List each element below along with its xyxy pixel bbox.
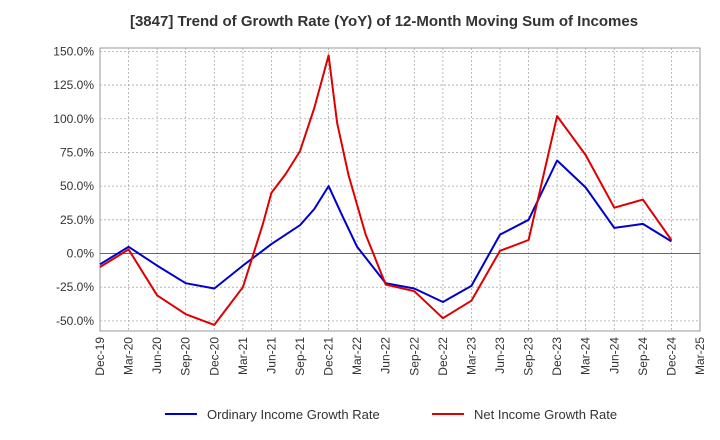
axes: 150.0% 125.0% 100.0% 75.0% 50.0% 25.0% 0.0% -25… <box>53 44 707 375</box>
legend-label: Net Income Growth Rate <box>474 407 617 422</box>
x-tick-label: Dec-23 <box>550 337 564 376</box>
series-line-ordinary-income <box>99 159 672 303</box>
x-tick-label: Sep-20 <box>179 337 193 376</box>
x-tick-label: Mar-21 <box>236 337 250 375</box>
x-tick-label: Mar-25 <box>693 337 707 375</box>
y-tick-label: 75.0% <box>60 145 94 159</box>
y-tick-label: -50.0% <box>56 314 94 328</box>
y-tick-label: 125.0% <box>53 78 94 92</box>
y-tick-label: 25.0% <box>60 213 94 227</box>
y-tick-label: 150.0% <box>53 44 94 58</box>
x-tick-label: Dec-22 <box>436 337 450 376</box>
x-tick-label: Dec-21 <box>322 337 336 376</box>
y-tick-label: 100.0% <box>53 112 94 126</box>
x-tick-label: Sep-24 <box>636 337 650 376</box>
series-line-net-income <box>99 54 673 326</box>
y-tick-label: 0.0% <box>67 247 95 261</box>
y-tick-label: -25.0% <box>56 280 94 294</box>
x-tick-label: Sep-23 <box>522 337 536 376</box>
x-tick-label: Jun-23 <box>493 337 507 374</box>
chart-title: [3847] Trend of Growth Rate (YoY) of 12-… <box>130 13 638 30</box>
x-tick-label: Dec-19 <box>93 337 107 376</box>
x-tick-label: Mar-24 <box>579 337 593 375</box>
x-tick-label: Mar-23 <box>464 337 478 375</box>
x-tick-label: Jun-21 <box>264 337 278 374</box>
x-tick-label: Dec-20 <box>207 337 221 376</box>
x-tick-label: Jun-20 <box>150 337 164 374</box>
y-tick-label: 50.0% <box>60 179 94 193</box>
plot-area <box>99 47 701 332</box>
x-tick-label: Jun-22 <box>379 337 393 374</box>
x-tick-label: Jun-24 <box>607 337 621 374</box>
grid <box>99 47 701 332</box>
legend: Ordinary Income Growth Rate Net Income Gr… <box>165 407 617 422</box>
x-tick-label: Mar-20 <box>122 337 136 375</box>
legend-label: Ordinary Income Growth Rate <box>207 407 380 422</box>
x-tick-label: Dec-24 <box>664 337 678 376</box>
x-tick-label: Sep-21 <box>293 337 307 376</box>
series <box>99 54 673 326</box>
x-tick-label: Mar-22 <box>350 337 364 375</box>
x-tick-label: Sep-22 <box>407 337 421 376</box>
